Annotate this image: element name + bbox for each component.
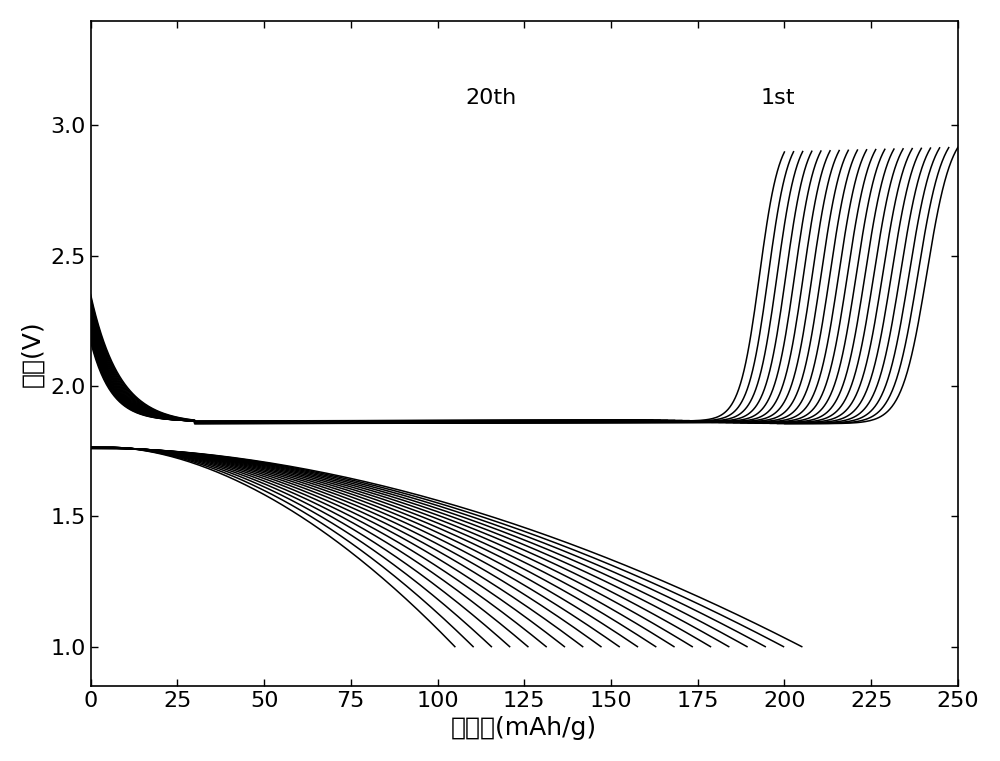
Y-axis label: 电压(V): 电压(V) [21, 320, 45, 387]
Text: 20th: 20th [465, 88, 517, 108]
X-axis label: 比容量(mAh/g): 比容量(mAh/g) [451, 716, 597, 740]
Text: 1st: 1st [760, 88, 795, 108]
